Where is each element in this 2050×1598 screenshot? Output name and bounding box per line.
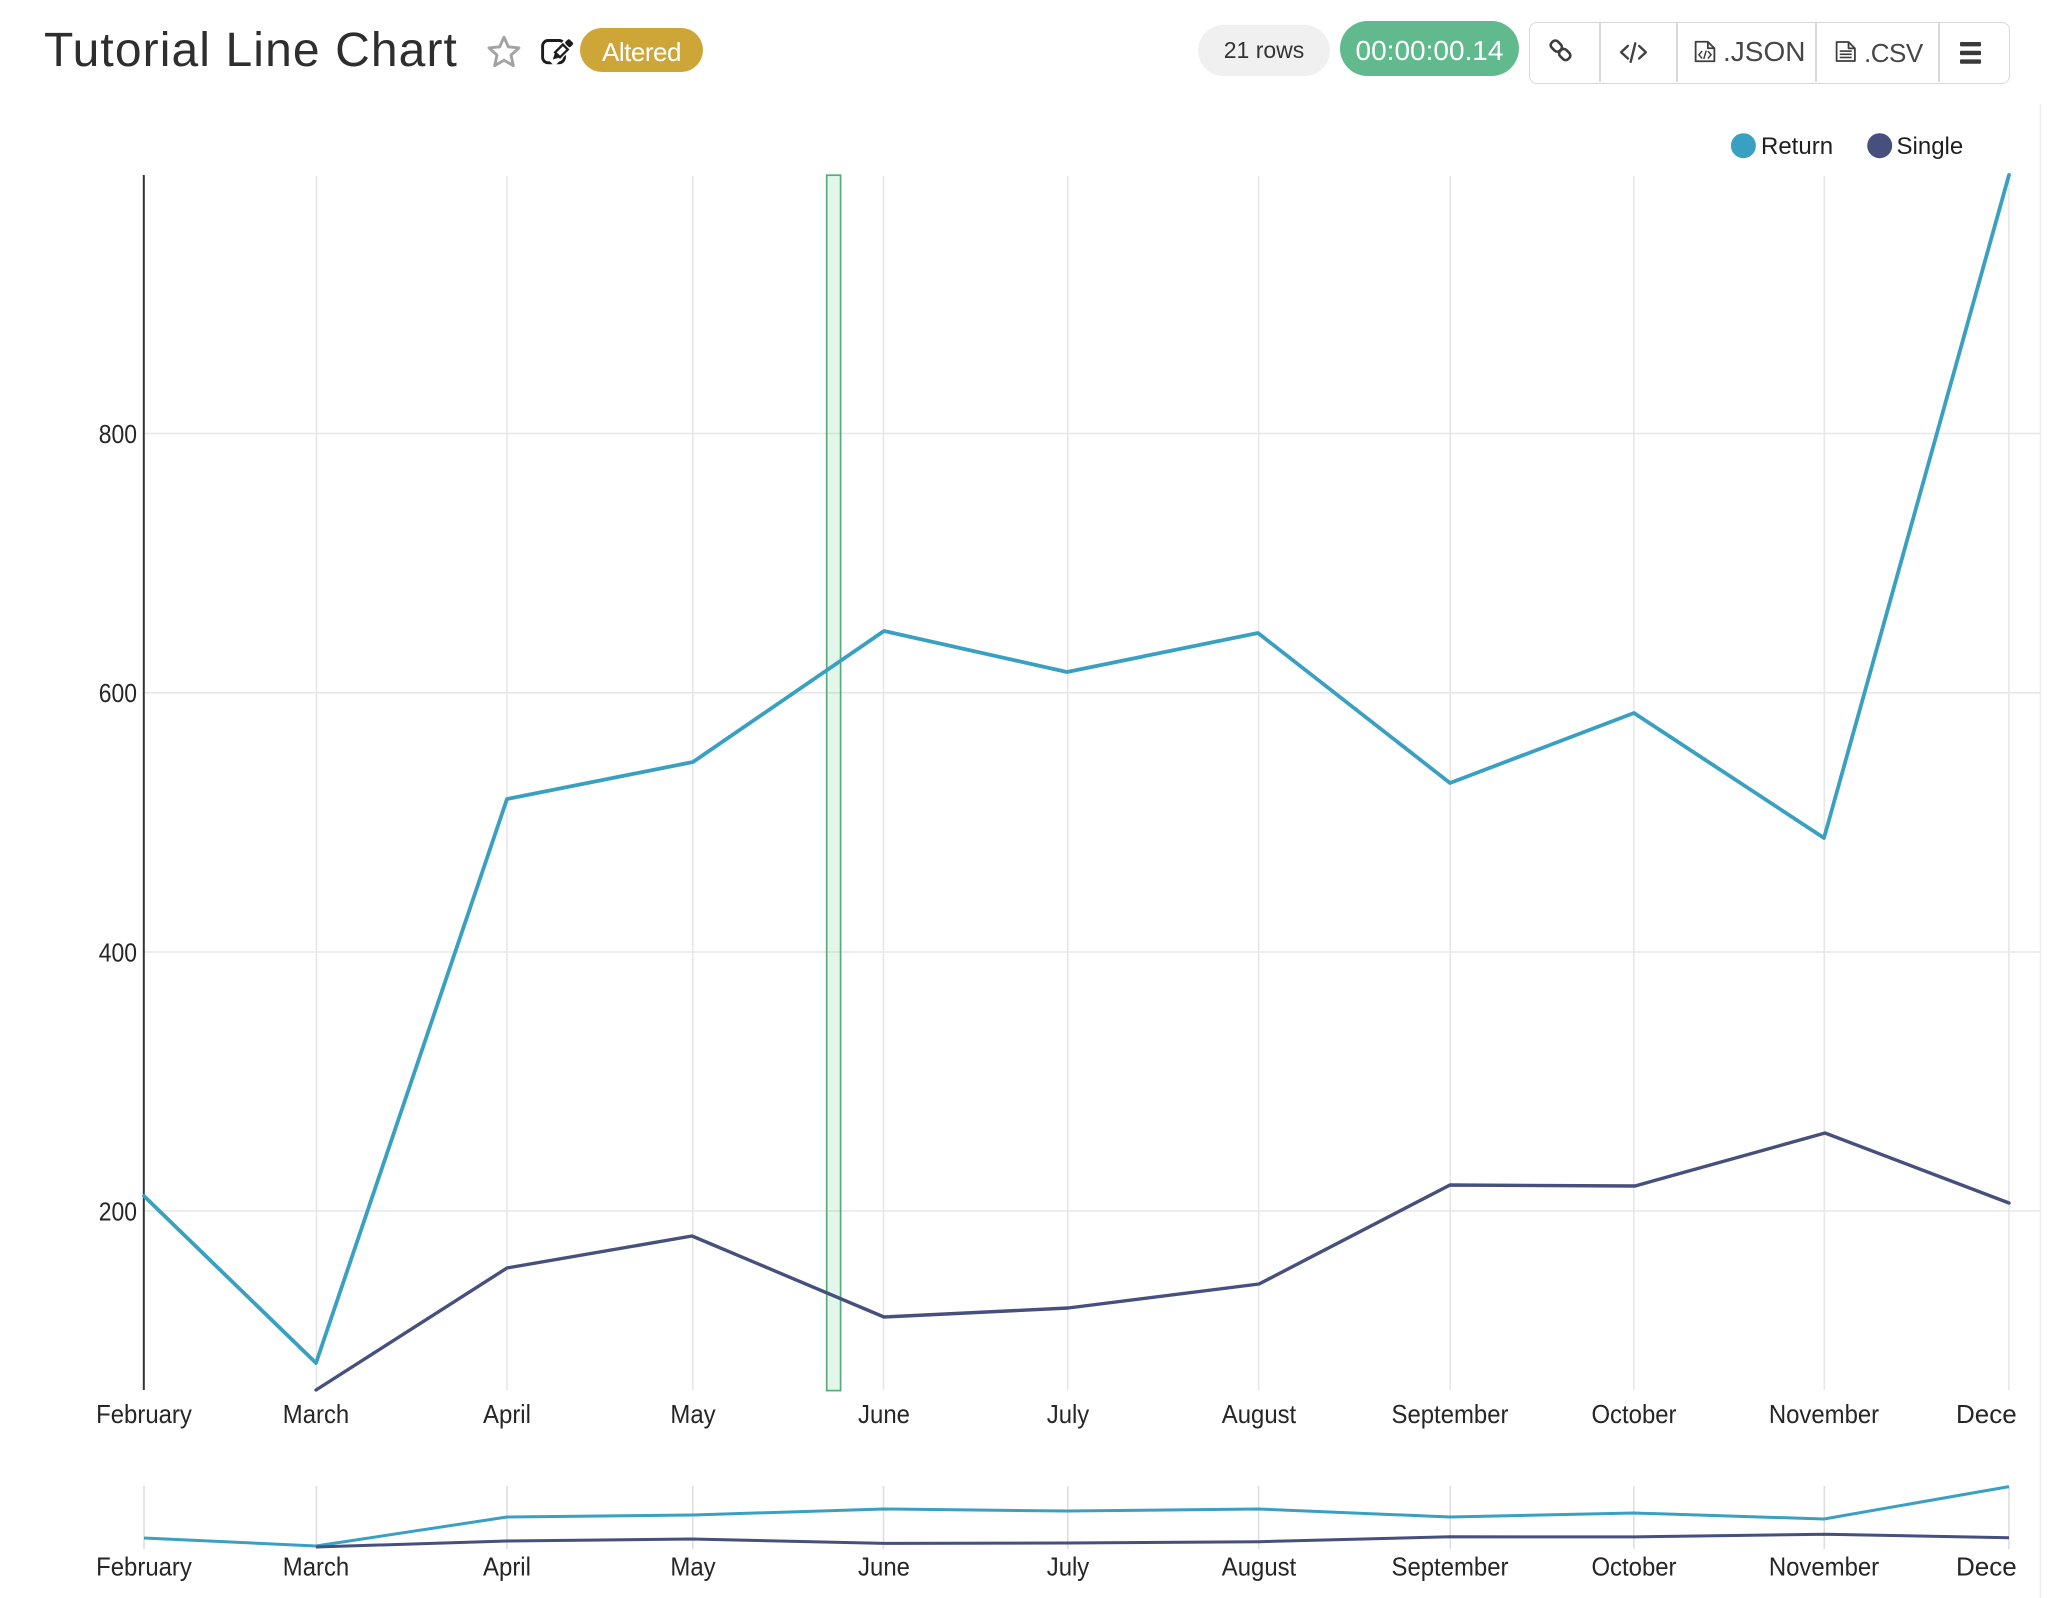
svg-text:March: March (283, 1551, 349, 1581)
svg-text:Single: Single (1897, 133, 1964, 160)
svg-text:Return: Return (1761, 133, 1833, 160)
svg-text:May: May (670, 1551, 715, 1581)
svg-text:November: November (1769, 1399, 1880, 1429)
svg-text:June: June (858, 1551, 910, 1581)
svg-text:Dece: Dece (1956, 1551, 2017, 1581)
svg-text:August: August (1222, 1399, 1297, 1429)
svg-text:February: February (96, 1551, 192, 1581)
svg-text:June: June (858, 1399, 910, 1429)
svg-text:800: 800 (99, 419, 137, 449)
svg-text:200: 200 (99, 1196, 137, 1226)
svg-text:October: October (1591, 1399, 1676, 1429)
svg-text:February: February (96, 1399, 192, 1429)
svg-text:September: September (1392, 1399, 1509, 1429)
svg-text:November: November (1769, 1551, 1880, 1581)
svg-text:April: April (483, 1399, 531, 1429)
svg-text:July: July (1047, 1399, 1090, 1429)
svg-text:March: March (283, 1399, 349, 1429)
svg-text:August: August (1222, 1551, 1297, 1581)
svg-text:April: April (483, 1551, 531, 1581)
svg-text:September: September (1392, 1551, 1509, 1581)
svg-text:May: May (670, 1399, 715, 1429)
svg-text:600: 600 (99, 678, 137, 708)
svg-text:400: 400 (99, 937, 137, 967)
svg-text:July: July (1047, 1551, 1090, 1581)
svg-text:October: October (1591, 1551, 1676, 1581)
svg-text:Dece: Dece (1956, 1399, 2017, 1429)
